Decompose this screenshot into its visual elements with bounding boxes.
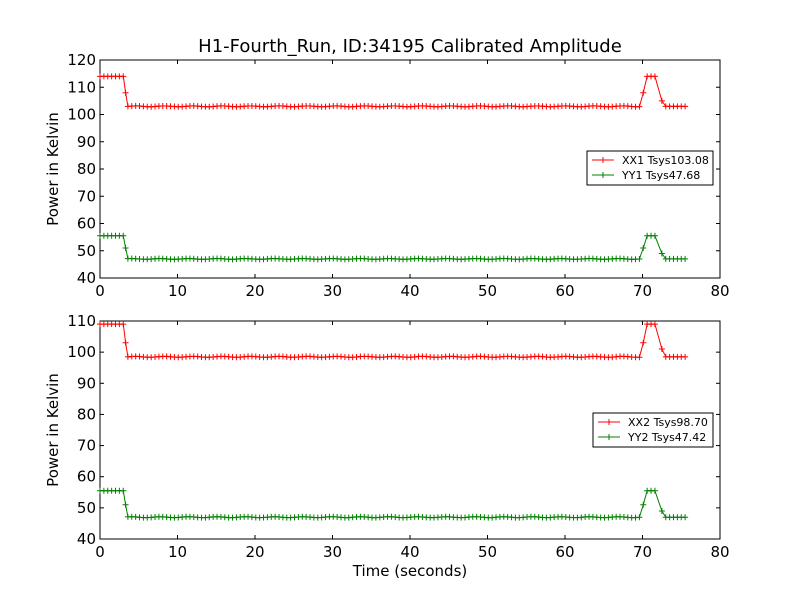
data-point-marker	[658, 97, 665, 104]
figure-title: H1-Fourth_Run, ID:34195 Calibrated Ampli…	[198, 36, 622, 57]
data-point-marker	[640, 245, 647, 252]
x-tick-label: 80	[710, 282, 729, 300]
series-markers	[97, 487, 689, 521]
data-point-marker	[682, 353, 689, 360]
data-point-marker	[120, 232, 127, 239]
x-tick-label: 40	[400, 543, 419, 561]
x-tick-label: 30	[323, 282, 342, 300]
legend-swatch-marker	[600, 157, 606, 163]
y-tick-label: 50	[77, 242, 96, 260]
y-tick-label: 40	[77, 530, 96, 548]
panels: 0 10 20 30 40 50 60 70 80405060708090100110120Po…	[44, 51, 730, 561]
y-tick-label: 80	[77, 405, 96, 423]
y-axis-label: Power in Kelvin	[44, 373, 62, 487]
series-markers	[97, 321, 689, 361]
x-tick-label: 40	[400, 282, 419, 300]
series-markers	[97, 73, 689, 110]
x-tick-label: 60	[555, 543, 574, 561]
y-tick-label: 70	[77, 187, 96, 205]
legend-box	[592, 412, 714, 448]
legend-label: YY2 Tsys47.42	[627, 431, 706, 444]
data-point-marker	[120, 487, 127, 494]
data-point-marker	[658, 250, 665, 257]
data-point-marker	[640, 501, 647, 508]
y-tick-label: 100	[67, 106, 96, 124]
y-tick-label: 40	[77, 269, 96, 287]
x-tick-label: 50	[478, 543, 497, 561]
y-tick-label: 110	[67, 78, 96, 96]
legend-swatch-marker	[606, 419, 612, 425]
data-point-marker	[658, 507, 665, 514]
chart-panel-1: 0 10 20 30 40 50 60 70 80 40 50 60 70 80 90 100 110 120 Po…	[44, 51, 730, 300]
x-tick-label: 0	[95, 282, 105, 300]
legend-label: YY1 Tsys47.68	[621, 169, 700, 182]
series-markers	[97, 232, 689, 263]
chart-panel-2: 0 10 20 30 40 50 60 70 80 40 50 60 70 80 90 100 110 Power…	[44, 312, 730, 561]
y-tick-label: 50	[77, 499, 96, 517]
x-tick-label: 10	[168, 543, 187, 561]
data-point-marker	[682, 103, 689, 110]
y-tick-label: 80	[77, 160, 96, 178]
data-point-marker	[682, 255, 689, 262]
data-point-marker	[640, 339, 647, 346]
y-tick-label: 60	[77, 215, 96, 233]
x-tick-label: 70	[633, 543, 652, 561]
data-point-marker	[636, 354, 643, 361]
x-tick-label: 0	[95, 543, 105, 561]
data-point-marker	[682, 514, 689, 521]
data-point-marker	[122, 245, 129, 252]
y-tick-label: 120	[67, 51, 96, 69]
data-point-marker	[120, 321, 127, 328]
y-tick-label: 100	[67, 343, 96, 361]
data-point-marker	[651, 232, 658, 239]
y-tick-label: 60	[77, 468, 96, 486]
legend-label: XX1 Tsys103.08	[622, 154, 709, 167]
data-point-marker	[122, 89, 129, 96]
y-tick-label: 90	[77, 133, 96, 151]
data-point-marker	[658, 346, 665, 353]
legend: XX2 Tsys98.70 YY2 Tsys47.42	[592, 412, 714, 448]
legend-box	[586, 150, 714, 186]
y-tick-label: 90	[77, 374, 96, 392]
x-tick-label: 70	[633, 282, 652, 300]
data-point-marker	[122, 501, 129, 508]
y-tick-label: 110	[67, 312, 96, 330]
x-tick-label: 60	[555, 282, 574, 300]
legend: XX1 Tsys103.08 YY1 Tsys47.68	[586, 150, 714, 186]
x-tick-label: 10	[168, 282, 187, 300]
data-point-marker	[651, 73, 658, 80]
legend-swatch-marker	[600, 172, 606, 178]
legend-swatch-marker	[606, 434, 612, 440]
data-point-marker	[651, 321, 658, 328]
x-tick-label: 20	[245, 543, 264, 561]
y-tick-label: 70	[77, 437, 96, 455]
x-axis-label: Time (seconds)	[352, 562, 468, 580]
x-tick-label: 50	[478, 282, 497, 300]
data-point-marker	[122, 339, 129, 346]
legend-label: XX2 Tsys98.70	[628, 416, 708, 429]
y-axis-label: Power in Kelvin	[44, 112, 62, 226]
data-point-marker	[636, 103, 643, 110]
data-point-marker	[636, 255, 643, 262]
data-point-marker	[651, 487, 658, 494]
data-point-marker	[636, 514, 643, 521]
data-point-marker	[120, 73, 127, 80]
x-tick-label: 80	[710, 543, 729, 561]
data-point-marker	[640, 89, 647, 96]
x-tick-label: 30	[323, 543, 342, 561]
x-tick-label: 20	[245, 282, 264, 300]
